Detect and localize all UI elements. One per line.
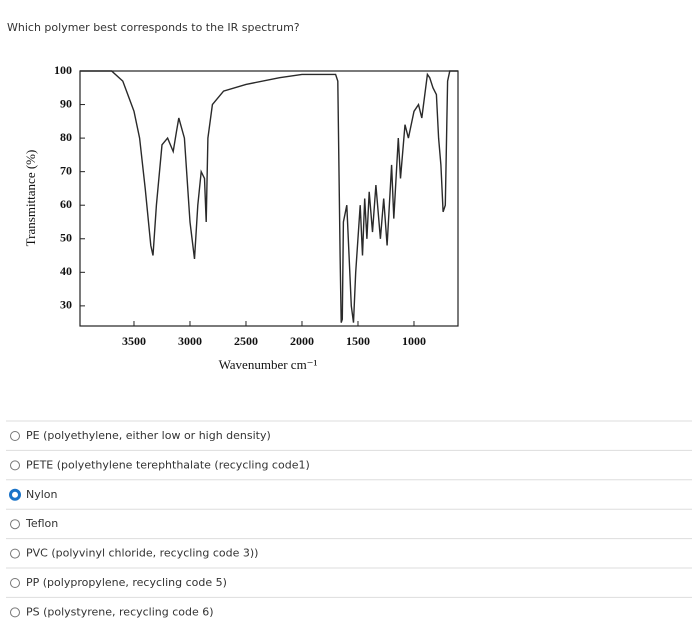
x-tick-label: 2500 (234, 334, 258, 348)
radio-button[interactable] (10, 607, 20, 618)
y-tick-label: 90 (60, 96, 72, 110)
option-label[interactable]: PETE (polyethylene terephthalate (recycl… (26, 458, 310, 471)
x-tick-label: 1500 (346, 334, 370, 348)
y-tick-label: 30 (60, 298, 72, 312)
radio-button[interactable] (10, 519, 20, 530)
radio-button[interactable] (10, 548, 20, 559)
radio-button[interactable] (10, 431, 20, 441)
option-label[interactable]: PE (polyethylene, either low or high den… (26, 429, 271, 442)
y-tick-label: 70 (60, 163, 72, 177)
plot-frame (79, 70, 459, 327)
spectrum-line (80, 70, 458, 323)
y-tick-label: 80 (60, 130, 72, 144)
y-tick-label: 50 (60, 231, 72, 245)
x-tick-label: 3500 (122, 334, 146, 348)
y-tick-label: 60 (60, 197, 72, 211)
x-tick-label: 2000 (290, 334, 314, 348)
radio-button[interactable] (9, 488, 21, 501)
option-label[interactable]: PS (polystyrene, recycling code 6) (26, 605, 214, 618)
y-axis-label: Transmittance (%) (23, 150, 38, 247)
x-tick-label: 1000 (402, 334, 426, 348)
option-label[interactable]: Teflon (25, 517, 58, 530)
radio-button[interactable] (10, 460, 20, 471)
option-label[interactable]: PVC (polyvinyl chloride, recycling code … (26, 547, 258, 560)
radio-button[interactable] (10, 578, 20, 588)
x-axis-label: Wavenumber cm⁻¹ (219, 357, 318, 372)
x-tick-label: 3000 (178, 334, 202, 348)
question: Which polymer best corresponds to the IR… (7, 21, 300, 34)
option-label[interactable]: Nylon (26, 488, 58, 501)
y-tick-label: 40 (60, 264, 72, 278)
y-tick-label: 100 (54, 63, 72, 77)
option-label[interactable]: PP (polypropylene, recycling code 5) (26, 576, 227, 589)
